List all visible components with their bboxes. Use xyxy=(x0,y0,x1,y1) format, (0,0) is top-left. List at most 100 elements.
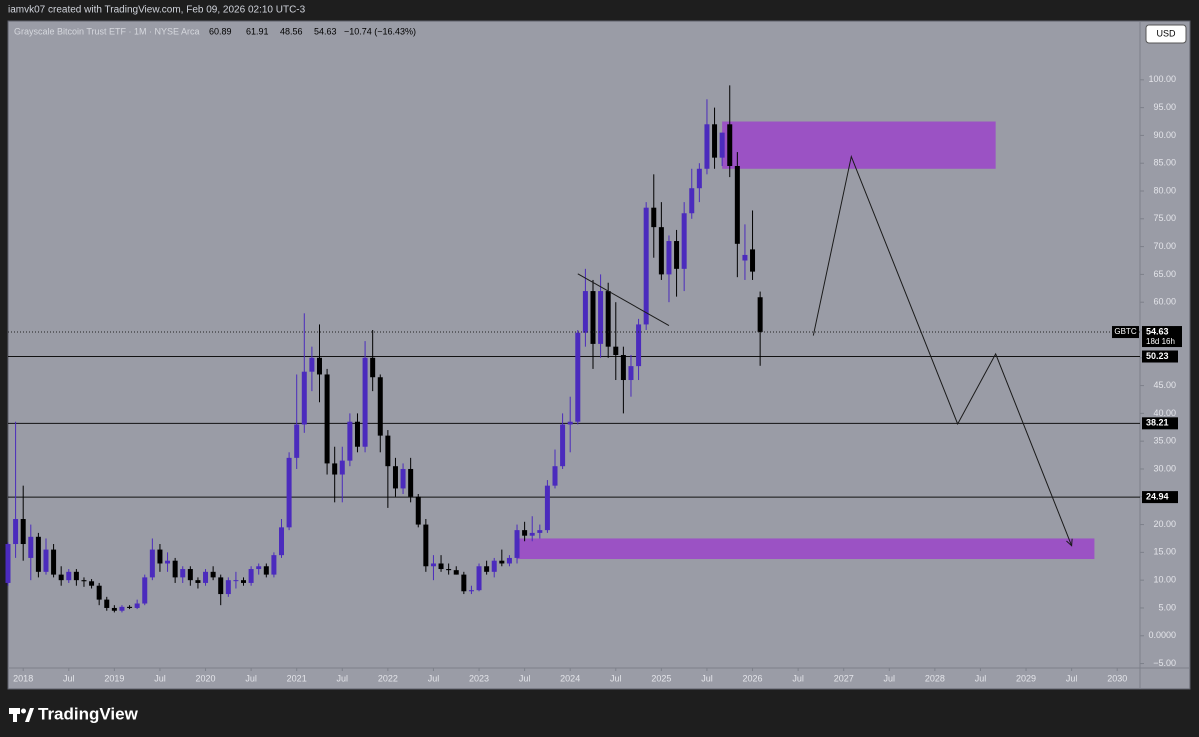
candle-body xyxy=(316,357,322,375)
candle-body xyxy=(734,165,740,244)
brand-logo xyxy=(9,708,34,722)
y-tick-label: 30.00 xyxy=(1153,463,1176,473)
symbol-box xyxy=(1112,326,1139,339)
candle-body xyxy=(51,549,57,575)
candle-body xyxy=(552,466,558,486)
candle-body xyxy=(294,424,300,458)
y-tick-label: −5.00 xyxy=(1153,658,1176,668)
currency-label[interactable]: USD xyxy=(1156,28,1176,38)
candle-body xyxy=(392,466,398,489)
candle-body xyxy=(104,599,110,608)
y-tick-label: 35.00 xyxy=(1153,436,1176,446)
candle-body xyxy=(119,606,125,611)
x-tick-label: Jul xyxy=(519,673,531,683)
candle-body xyxy=(354,421,360,447)
candle-body xyxy=(180,569,186,578)
legend-close: 54.63 xyxy=(314,26,337,36)
level-label-box xyxy=(1142,350,1178,363)
legend-high: 61.91 xyxy=(246,26,269,36)
x-tick-label: Jul xyxy=(337,673,349,683)
candle-body xyxy=(20,519,26,545)
candle-body xyxy=(636,324,642,367)
candle-body xyxy=(339,460,345,475)
x-tick-label: 2023 xyxy=(469,673,489,683)
level-label-box xyxy=(1142,491,1178,504)
x-tick-label: Jul xyxy=(245,673,257,683)
candle-body xyxy=(514,530,520,558)
candle-body xyxy=(13,519,19,545)
candle-body xyxy=(484,566,490,572)
x-tick-label: Jul xyxy=(154,673,166,683)
candle-body xyxy=(157,549,163,564)
y-tick-label: 90.00 xyxy=(1153,130,1176,140)
candle-body xyxy=(241,580,247,583)
candle-body xyxy=(172,560,178,578)
candle-body xyxy=(89,581,95,586)
x-tick-label: 2018 xyxy=(13,673,33,683)
candle-body xyxy=(590,291,596,344)
candle-body xyxy=(529,532,535,536)
candle-body xyxy=(210,571,216,578)
y-tick-label: 85.00 xyxy=(1153,158,1176,168)
candle-body xyxy=(476,566,482,591)
candle-body xyxy=(286,457,292,528)
candle-body xyxy=(271,555,277,575)
level-label: 24.94 xyxy=(1146,491,1169,501)
candle-body xyxy=(233,580,239,582)
x-tick-label: 2026 xyxy=(743,673,763,683)
candle-body xyxy=(408,468,414,497)
candle-body xyxy=(279,527,285,556)
y-tick-label: 100.00 xyxy=(1148,74,1176,84)
candle-body xyxy=(742,254,748,261)
candle-body xyxy=(719,132,725,158)
candle-body xyxy=(400,468,406,489)
x-tick-label: Jul xyxy=(428,673,440,683)
candle-body xyxy=(575,332,581,422)
currency-button[interactable] xyxy=(1145,24,1187,44)
y-tick-label: 20.00 xyxy=(1153,519,1176,529)
candle-body xyxy=(423,524,429,567)
candle-body xyxy=(134,603,140,608)
candle-body xyxy=(605,291,611,347)
candle-body xyxy=(81,580,87,582)
candle-body xyxy=(438,563,444,570)
candle-body xyxy=(658,227,664,275)
candle-body xyxy=(430,563,436,567)
candle-body xyxy=(301,371,307,425)
candle-body xyxy=(324,374,330,464)
candle-body xyxy=(537,530,543,533)
candle-body xyxy=(165,560,171,564)
candle-body xyxy=(96,585,102,600)
candle-body xyxy=(370,357,376,378)
y-tick-label: 75.00 xyxy=(1153,213,1176,223)
author-line: iamvk07 created with TradingView.com, Fe… xyxy=(8,5,306,16)
candle-body xyxy=(248,569,254,583)
y-tick-label: 95.00 xyxy=(1153,102,1176,112)
candle-body xyxy=(453,570,459,575)
x-tick-label: Jul xyxy=(63,673,75,683)
x-tick-label: 2027 xyxy=(834,673,854,683)
candle-body xyxy=(491,560,497,572)
y-tick-label: 40.00 xyxy=(1153,408,1176,418)
candle-body xyxy=(598,291,604,344)
candle-body xyxy=(385,435,391,467)
x-tick-label: 2019 xyxy=(104,673,124,683)
last-price-label: 54.63 xyxy=(1146,326,1169,336)
candle-body xyxy=(35,536,41,572)
y-tick-label: 10.00 xyxy=(1153,575,1176,585)
candle-body xyxy=(628,366,634,381)
plot: −5.000.00005.0010.0015.0020.0025.0030.00… xyxy=(5,22,1190,689)
y-tick-label: 70.00 xyxy=(1153,241,1176,251)
candle-body xyxy=(142,577,148,604)
candle-body xyxy=(58,574,64,581)
candle-body xyxy=(28,536,34,558)
y-tick-label: 0.0000 xyxy=(1148,630,1176,640)
level-label-box xyxy=(1142,417,1178,430)
candle-body xyxy=(446,569,452,571)
x-tick-label: Jul xyxy=(975,673,987,683)
y-tick-label: 65.00 xyxy=(1153,269,1176,279)
symbol-title: Grayscale Bitcoin Trust ETF · 1M · NYSE … xyxy=(14,26,200,36)
candle-body xyxy=(582,291,588,333)
candle-body xyxy=(127,606,133,608)
